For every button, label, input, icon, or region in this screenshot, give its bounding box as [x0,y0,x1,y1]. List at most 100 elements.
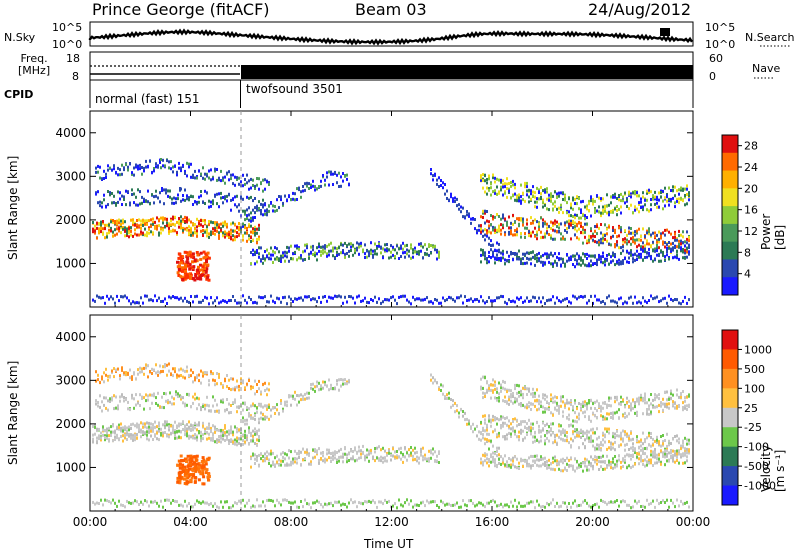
echo-cell [556,408,558,412]
echo-cell [418,461,420,465]
echo-cell [488,242,490,246]
echo-cell [606,417,608,421]
echo-cell [158,427,160,431]
echo-cell [632,257,634,261]
echo-cell [626,249,628,253]
echo-cell [194,426,196,430]
echo-cell [156,437,158,441]
echo-cell [510,226,512,230]
echo-cell [522,217,524,221]
echo-cell [234,229,236,233]
echo-cell [168,428,170,432]
echo-cell [556,403,558,407]
echo-cell [125,189,127,193]
echo-cell [262,178,264,182]
echo-cell [518,430,520,434]
echo-cell [446,298,448,302]
echo-cell [153,392,155,396]
echo-cell [382,300,384,304]
echo-cell [674,238,676,242]
echo-cell [143,372,145,376]
echo-cell [182,401,184,405]
echo-cell [494,299,496,303]
echo-cell [424,243,426,247]
echo-cell [688,246,690,249]
echo-cell [610,260,612,264]
echo-cell [258,252,260,256]
echo-cell [504,417,506,420]
echo-cell [122,226,124,229]
echo-cell [147,200,149,204]
echo-cell [178,422,180,426]
echo-cell [670,242,672,246]
echo-cell [528,401,530,405]
echo-cell [404,455,406,459]
echo-cell [304,397,306,401]
echo-cell [159,191,161,195]
echo-cell [252,248,254,252]
echo-cell [640,252,642,256]
echo-cell [214,232,216,236]
echo-cell [446,397,448,400]
echo-cell [612,209,614,212]
echo-cell [262,257,264,260]
echo-cell [252,439,254,443]
echo-cell [354,301,356,305]
echo-cell [158,233,160,237]
echo-cell [518,196,520,200]
echo-cell [686,442,688,446]
echo-cell [318,245,320,249]
echo-cell [534,391,536,395]
echo-cell [190,230,192,234]
echo-cell [682,230,684,234]
echo-cell [486,258,488,262]
echo-cell [510,221,512,225]
echo-cell [480,230,482,234]
echo-cell [216,229,218,233]
echo-cell [506,400,508,404]
echo-cell [518,394,520,398]
echo-cell [153,195,155,199]
echo-cell [318,388,320,392]
echo-cell [658,403,660,407]
echo-cell [504,300,506,304]
echo-cell [306,295,308,299]
echo-cell [648,191,650,194]
echo-cell [606,227,608,231]
echo-cell [586,433,588,437]
echo-cell [230,231,232,235]
echo-cell [294,449,296,453]
echo-cell [220,196,222,200]
echo-cell [668,230,670,234]
echo-cell [212,433,214,436]
echo-cell [682,248,684,251]
echo-cell [480,178,482,182]
echo-cell [284,254,286,258]
echo-cell [308,256,310,260]
echo-cell [204,295,206,299]
echo-cell [312,184,314,188]
echo-cell [290,244,292,248]
echo-cell [546,231,548,235]
echo-cell [532,230,534,234]
echo-cell [572,263,574,266]
echo-cell [136,219,138,222]
echo-cell [298,449,300,453]
echo-cell [232,387,234,391]
echo-cell [666,243,668,247]
echo-cell [662,199,664,203]
echo-cell [228,439,230,443]
echo-cell [392,245,394,249]
echo-cell [146,294,148,298]
echo-cell [574,411,576,415]
echo-cell [668,439,670,443]
echo-cell [310,186,312,189]
echo-cell [212,175,214,179]
echo-cell [298,246,300,250]
echo-cell [300,296,302,300]
echo-cell [284,259,286,263]
echo-cell [428,245,430,248]
echo-cell [514,429,516,433]
echo-cell [254,412,256,416]
echo-cell [133,173,135,177]
